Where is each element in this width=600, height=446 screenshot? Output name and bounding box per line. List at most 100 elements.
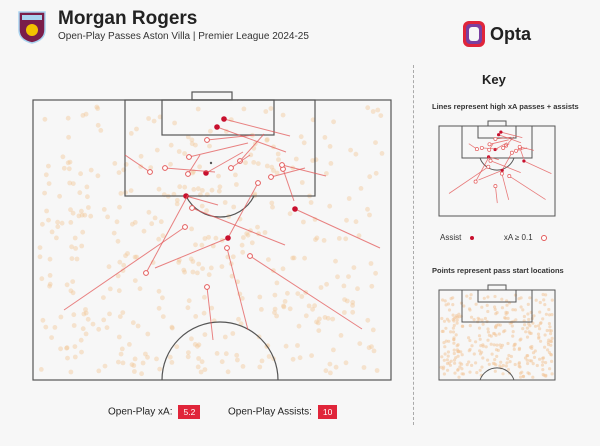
pass-start-point [83,331,89,337]
pass-start-point [47,256,53,262]
key-pass-start [499,171,504,176]
stat-assists-label: Open-Play Assists: [228,406,312,418]
pass-start-point [118,191,124,196]
pass-line [206,134,256,141]
key-pass-point [548,328,552,333]
pass-start-point [367,212,372,218]
pass-start-point [128,131,134,136]
key-pass-point [456,368,460,372]
key-pass-start [517,144,522,149]
pass-start-point [310,306,315,312]
key-pass-point [460,362,464,366]
pass-start-point [85,316,91,322]
key-pass-point [442,365,446,369]
key-pass-point [455,314,459,318]
pass-start-point [302,255,307,261]
key-pass-start [486,164,491,169]
pass-start-point [78,171,83,177]
pass-start-point [310,158,316,163]
six-yard-box [161,99,275,136]
key-pass-point [511,334,515,338]
pass-start-point [66,166,72,172]
key-pass-point [531,375,535,379]
key-pass-point [544,312,548,316]
pass-start-point [135,323,141,329]
pass-start-point [245,232,251,238]
pass-start-point [371,348,377,354]
key-pass-point [474,361,478,365]
pass-start-point [255,161,261,167]
pass-start-point [274,170,280,176]
key-pass-line [494,142,508,150]
key-pass-point [519,296,523,300]
key-pass-point [550,372,554,376]
key-pass-point [547,307,551,312]
key-pass-point [523,323,527,327]
key-pass-point [441,329,445,333]
key-pass-line [519,146,534,151]
pass-start-point [79,208,84,214]
key-pass-point [501,372,505,376]
pass-start-point [313,157,319,163]
pass-start-point [145,354,150,360]
pass-start-point [107,286,113,292]
pass-start-point [264,163,270,169]
pass-start-point [168,161,173,167]
pass-start-point [244,231,250,237]
key-pass-point [541,292,545,297]
pass-start-point [149,221,155,227]
pass-start-point [181,267,187,273]
pass-start-point [274,313,279,319]
key-pass-point [440,355,444,359]
pass-start-point [182,151,188,156]
key-pass-point [521,308,525,312]
pass-start-point [169,325,175,331]
pass-start-point [192,342,198,347]
key-pass-start [509,150,514,155]
pitch-markings [32,91,392,381]
key-pass-point [550,336,554,340]
key-pass-point [540,363,545,367]
pass-start-point [342,297,347,302]
pass-start-point [39,276,45,282]
key-pass-line [448,166,489,194]
pass-start-point [130,320,136,326]
pass-start-point [151,118,157,124]
pass-start-point [116,359,121,365]
key-pass-point [511,330,515,334]
key-pass-point [480,305,484,309]
pass-start-point [130,221,135,227]
pass-start-point [204,208,210,214]
pass-start-point [335,274,340,280]
pass-line [206,286,214,341]
pass-start-point [365,206,370,212]
key-pass-point [460,353,464,357]
pass-start-point [330,316,336,322]
key-pass-point [442,358,446,362]
pass-start-point [299,180,305,185]
pass-start-point [240,364,246,369]
pass-start-point [358,186,364,191]
pass-start-point [200,188,205,193]
pass-start-point [216,173,221,179]
pass-start-point [78,337,84,343]
key-pass-point [451,303,455,307]
pass-start-point [125,251,130,256]
key-pass-point [477,317,481,321]
key-pass-point [500,297,504,301]
key-pass-point [517,362,521,366]
key-pass-line [475,156,490,182]
pass-start-point [217,184,223,190]
key-pass-start [493,147,497,152]
key-pass-point [549,340,553,344]
pass-start-point [132,254,138,260]
pass-start-point [61,165,67,171]
pass-start-point [356,233,362,239]
pass-start-point [196,342,202,348]
pass-start-point [196,261,202,267]
pass-start-point [365,105,371,111]
pass-start-point [46,217,51,223]
pass-start-point [60,154,66,160]
key-pass-point [495,343,499,347]
key-pass-point [549,332,553,336]
